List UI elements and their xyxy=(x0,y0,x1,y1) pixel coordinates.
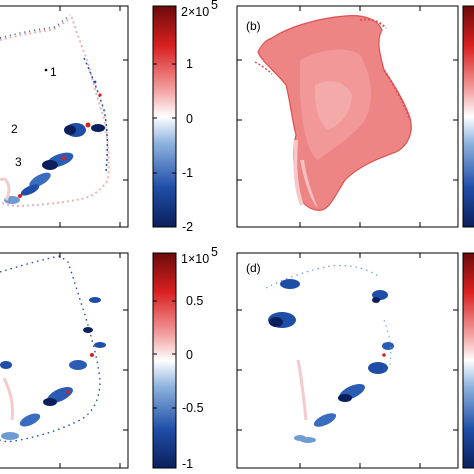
point-label-1: 1 xyxy=(50,65,57,79)
panel-d-frame xyxy=(236,252,459,469)
panel-a: 1 2 3 xyxy=(0,5,129,228)
colorbar-a-multiplier: 2×10 xyxy=(181,5,209,19)
panel-d-map xyxy=(265,264,394,443)
panel-a-frame xyxy=(0,5,129,228)
colorbar-a-tick-neg1: -1 xyxy=(182,166,193,180)
panel-c-frame xyxy=(0,252,129,469)
colorbar-c: 1×10 5 0.5 0 -0.5 -1 xyxy=(152,245,218,471)
colorbar-a-tick-marks xyxy=(153,63,176,174)
panel-b-label: (b) xyxy=(246,19,261,33)
panel-c xyxy=(0,252,129,469)
colorbar-a-tick-1: 1 xyxy=(186,57,193,71)
panel-c-axis-ticks xyxy=(59,253,128,468)
panel-d-label: (d) xyxy=(246,261,261,275)
panel-a-axis-ticks xyxy=(59,6,128,227)
panel-b-map xyxy=(254,15,412,211)
colorbar-a-bar xyxy=(152,5,177,228)
panel-c-map xyxy=(0,255,106,443)
colorbar-a-exponent: 5 xyxy=(211,0,218,12)
colorbar-c-bar xyxy=(152,252,177,469)
colorbar-b-bar xyxy=(462,5,474,228)
colorbar-c-tick-marks xyxy=(153,300,176,409)
colorbar-c-tick-neg0.5: -0.5 xyxy=(182,401,204,415)
colorbar-a-tick-0: 0 xyxy=(186,112,193,126)
colorbar-a: 2×10 5 1 0 -1 -2 xyxy=(152,0,218,234)
colorbar-c-multiplier: 1×10 xyxy=(181,252,209,266)
colorbar-c-tick-0: 0 xyxy=(186,348,193,362)
colorbar-a-tick-neg2: -2 xyxy=(182,220,193,234)
panel-a-map xyxy=(0,14,110,208)
colorbar-c-tick-0.5: 0.5 xyxy=(186,294,203,308)
colorbar-d-bar xyxy=(462,252,474,469)
colorbar-c-exponent: 5 xyxy=(211,245,218,259)
point-label-3: 3 xyxy=(15,155,22,169)
panel-d: (d) xyxy=(236,252,459,469)
point-marker-1 xyxy=(44,68,48,72)
colorbar-c-tick-neg1: -1 xyxy=(182,457,193,471)
panel-d-axis-ticks xyxy=(237,253,458,468)
panel-b: (b) xyxy=(236,5,459,228)
panel-b-axis-ticks xyxy=(237,6,458,227)
point-label-2: 2 xyxy=(11,122,18,136)
